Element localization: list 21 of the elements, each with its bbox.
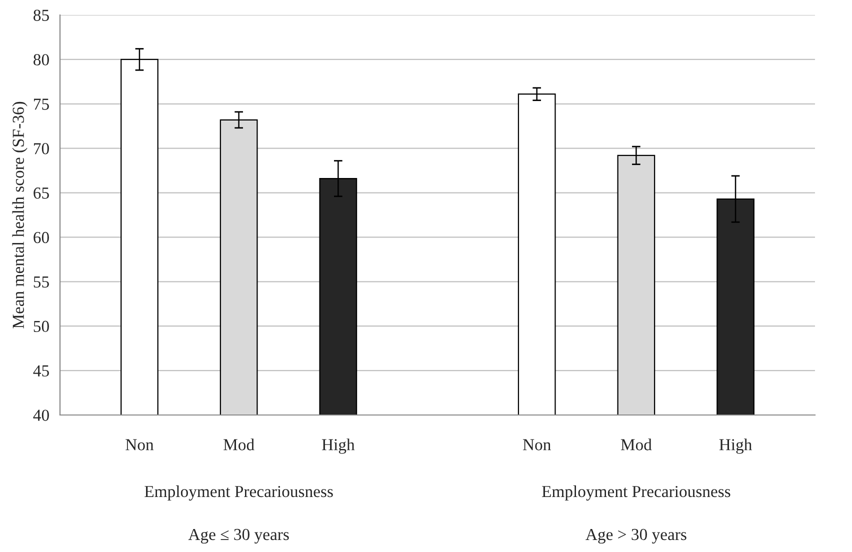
text: Employment Precariousness [542, 485, 730, 501]
y-tick-label: 45 [33, 365, 49, 376]
y-tick-label: 65 [34, 188, 49, 199]
y-tick-label: 60 [34, 232, 49, 244]
x-tick-label: Mod [620, 438, 652, 450]
x-tick-label: Non [126, 439, 154, 450]
x-tick-label: High [719, 438, 752, 454]
y-axis-title: Mean mental health score (SF-36) [12, 102, 28, 328]
y-tick-label: 85 [34, 10, 49, 21]
text: Employment Precariousness [144, 485, 333, 501]
y-tick-label: 70 [34, 143, 49, 154]
text: Age ≤ 30 years [188, 528, 289, 544]
y-tick-label: 50 [34, 320, 49, 332]
y-tick-label: 80 [34, 54, 49, 66]
y-tick-label: 40 [33, 410, 49, 421]
x-tick-label: High [322, 438, 355, 454]
y-tick-label: 75 [34, 98, 49, 110]
text: Age > 30 years [586, 528, 686, 544]
x-tick-label: Non [522, 439, 551, 450]
x-tick-label: Mod [224, 438, 254, 450]
y-tick-label: 55 [34, 276, 49, 288]
